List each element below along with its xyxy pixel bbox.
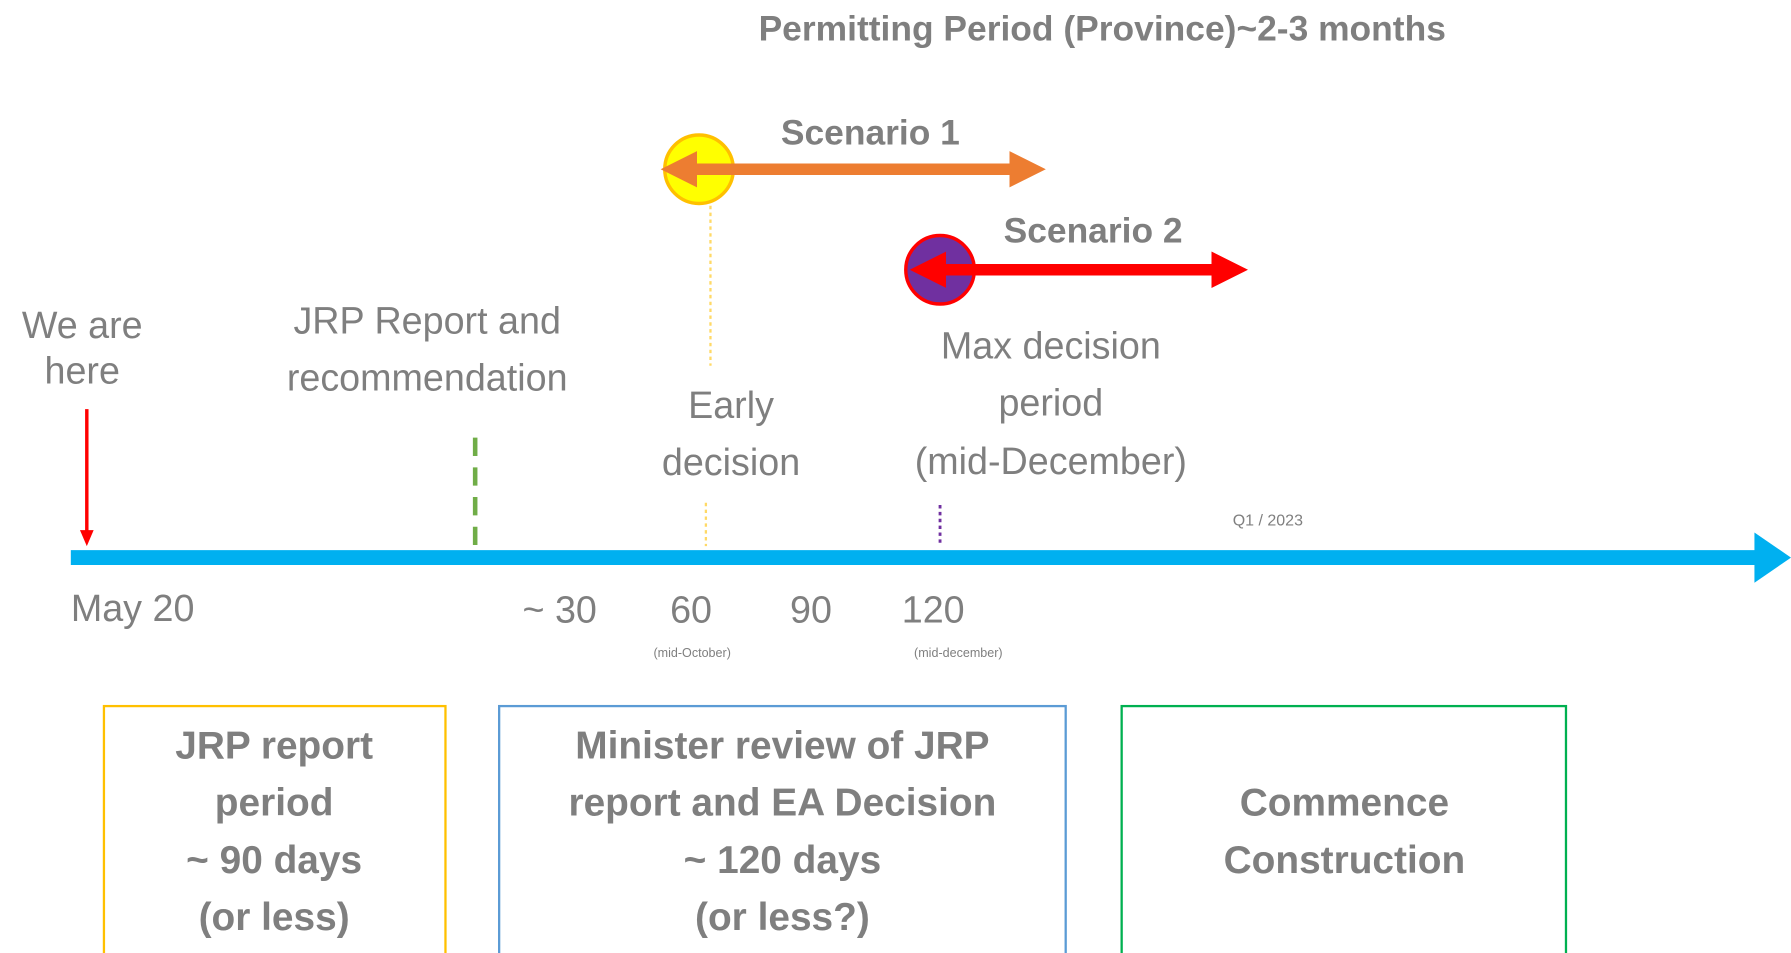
scenario-1: Scenario 1: [781, 112, 960, 152]
max-decision: (mid-December): [915, 440, 1187, 482]
q1-label: Q1 / 2023: [1233, 512, 1303, 529]
box-text: JRP report: [175, 725, 373, 768]
scenario-2: Scenario 2: [1004, 211, 1183, 251]
jrp-report: JRP Report and: [293, 299, 560, 341]
here-arrow-head: [79, 530, 94, 547]
box-text: (or less?): [695, 896, 870, 939]
box-text: ~ 90 days: [186, 839, 362, 882]
tick-label: 90: [790, 588, 832, 630]
tick-label: 60: [670, 588, 712, 630]
box-text: report and EA Decision: [568, 782, 996, 825]
early-decision: Early: [688, 384, 774, 426]
title: Permitting Period (Province)~2-3 months: [759, 8, 1446, 48]
tick-label: 120: [902, 588, 965, 630]
box-construction: [1120, 704, 1568, 953]
box-text: Minister review of JRP: [575, 725, 989, 768]
box-text: Commence: [1240, 782, 1449, 825]
box-text: period: [215, 782, 334, 825]
max-decision: period: [998, 382, 1103, 424]
box-text: Construction: [1224, 839, 1466, 882]
early-decision: decision: [662, 441, 800, 483]
max-decision: Max decision: [941, 325, 1161, 367]
we-are-here: We are: [22, 304, 143, 346]
start-label: May 20: [71, 587, 195, 629]
timeline-arrow-head: [1754, 532, 1791, 583]
tick-note: (mid-december): [914, 646, 1003, 660]
box-text: ~ 120 days: [684, 839, 882, 882]
jrp-report: recommendation: [287, 357, 568, 399]
box-jrp: [102, 704, 447, 953]
box-text: (or less): [199, 896, 350, 939]
we-are-here: here: [45, 350, 120, 392]
box-minister: [498, 704, 1067, 953]
tick-label: ~ 30: [522, 588, 596, 630]
tick-note: (mid-October): [653, 646, 730, 660]
